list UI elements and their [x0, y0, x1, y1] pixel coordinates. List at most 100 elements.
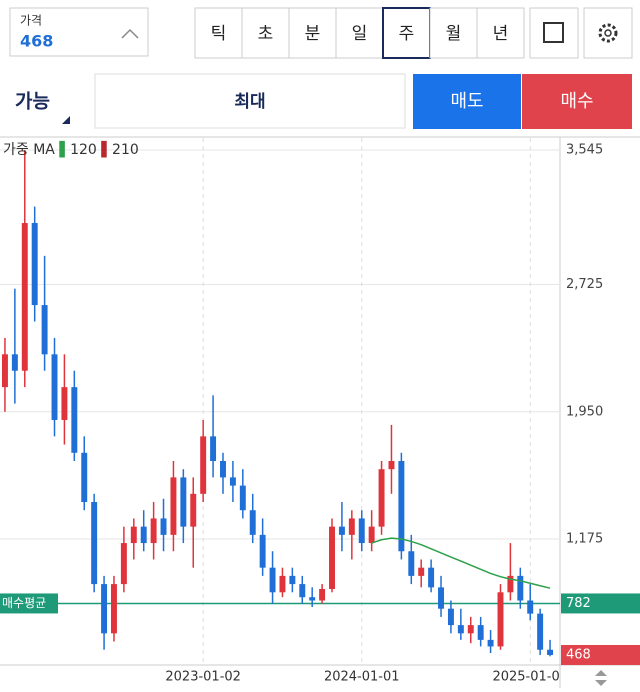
- candle-body: [309, 597, 316, 601]
- legend-swatch: ▌: [55, 140, 70, 158]
- settings-button[interactable]: [583, 7, 633, 59]
- candle-body: [91, 502, 98, 585]
- scale-arrows[interactable]: [595, 670, 607, 686]
- sell-button[interactable]: [413, 74, 521, 129]
- y-tick-label: 1,175: [566, 531, 603, 546]
- candle-body: [51, 354, 58, 420]
- candle-body: [101, 584, 108, 634]
- candle-body: [527, 600, 534, 614]
- timeframe-button[interactable]: [194, 7, 243, 59]
- timeframe-label: 일: [352, 24, 368, 44]
- candle-body: [180, 477, 187, 527]
- candle-body: [547, 649, 554, 655]
- legend-text: MA: [33, 142, 55, 158]
- candle-body: [229, 477, 236, 486]
- candle-body: [220, 460, 226, 478]
- candle-body: [239, 485, 246, 511]
- candle-body: [140, 526, 147, 544]
- candle-body: [477, 625, 484, 640]
- candle-body: [41, 305, 48, 355]
- quantity: 최대: [234, 92, 265, 112]
- candle-body: [289, 575, 296, 585]
- legend-swatch: ▌: [97, 140, 112, 158]
- mode[interactable]: 가능: [15, 91, 50, 113]
- candle-body: [160, 518, 167, 535]
- candle-body: [299, 584, 306, 598]
- candle-body: [210, 436, 217, 461]
- candle-body: [21, 223, 28, 371]
- timeframe-label: 주: [399, 24, 415, 44]
- timeframe-button[interactable]: [476, 7, 525, 59]
- timeframe-label: 초: [258, 24, 274, 44]
- candle-body: [61, 387, 68, 420]
- legend-text: 120: [70, 142, 97, 158]
- price-label: 가격: [20, 14, 42, 28]
- y-tick-label: 1,950: [566, 404, 603, 419]
- candle-body: [507, 575, 514, 593]
- candle-body: [200, 436, 207, 494]
- legend-text: 210: [112, 142, 139, 158]
- candle-body: [111, 584, 117, 634]
- candle-body: [81, 452, 88, 503]
- price-value: 468: [20, 32, 53, 51]
- chart: 2023-01-02 2024-01-01 2025-01-01: [0, 138, 560, 685]
- candle-body: [418, 567, 425, 576]
- candle-body: [438, 587, 444, 609]
- buy-label: 매수: [560, 91, 593, 112]
- candle-body: [408, 551, 415, 576]
- candle-body: [388, 460, 395, 470]
- legend: 가중 MA ▌120 ▌210: [3, 140, 139, 158]
- candle-body: [497, 592, 504, 647]
- avg-badge-label: 매수평균: [2, 596, 46, 610]
- candle-body: [1, 354, 8, 388]
- candle-body: [467, 625, 474, 634]
- candle-body: [447, 608, 454, 626]
- buy-button[interactable]: [522, 74, 632, 129]
- quantity-box[interactable]: [94, 73, 406, 129]
- avg-value-label: 782: [566, 596, 591, 611]
- timeframe-label: 년: [493, 24, 509, 44]
- candle-body: [487, 639, 494, 647]
- price-box[interactable]: [9, 7, 149, 57]
- candle-body: [398, 460, 405, 552]
- y-tick-label: 2,725: [566, 277, 603, 292]
- ma-line: [371, 537, 551, 589]
- candle-body: [11, 354, 18, 371]
- candle-body: [130, 526, 137, 544]
- gear-hole: [604, 29, 612, 37]
- x-tick-label: 2023-01-02: [165, 670, 241, 685]
- y-tick-label: 3,545: [566, 142, 603, 157]
- candle-body: [259, 534, 266, 568]
- timeframe-button[interactable]: [241, 7, 290, 59]
- candle-body: [71, 387, 78, 453]
- timeframe-label: 분: [305, 24, 321, 44]
- candle-body: [428, 567, 435, 588]
- timeframe-label: 틱: [211, 24, 227, 44]
- candle-body: [537, 613, 544, 650]
- candle-body: [378, 469, 385, 527]
- candle-body: [368, 526, 375, 544]
- chevron: [121, 28, 139, 39]
- avg-value-badge: [561, 593, 640, 614]
- candle-body: [279, 575, 286, 593]
- mode-triangle: [62, 116, 70, 124]
- candle-body: [338, 526, 345, 535]
- last-price-badge: [561, 644, 640, 665]
- last-price-label: 468: [566, 647, 591, 662]
- candle-body: [190, 493, 197, 527]
- candle-body: [319, 589, 326, 601]
- candle-body: [329, 526, 335, 590]
- square-icon: [543, 22, 564, 43]
- candle-body: [249, 510, 256, 535]
- sell-label: 매도: [450, 91, 483, 112]
- draw-button[interactable]: [529, 7, 579, 59]
- candle-body: [120, 543, 127, 585]
- gear-icon: [598, 23, 618, 43]
- candle-body: [269, 567, 276, 593]
- candle-body: [457, 625, 464, 634]
- candle-body: [170, 477, 177, 535]
- legend-text: 가중: [3, 142, 29, 158]
